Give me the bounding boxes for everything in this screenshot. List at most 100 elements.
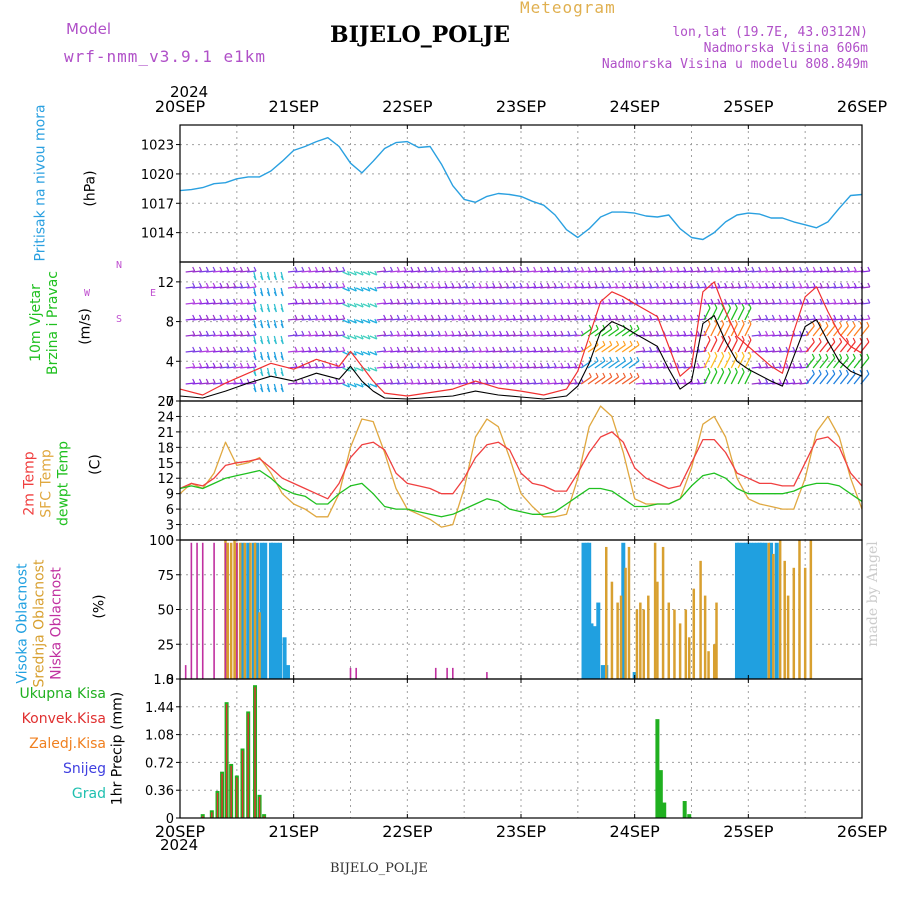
grid-layer: [180, 125, 862, 818]
wind-barb: [806, 318, 816, 321]
wind-barb: [587, 318, 598, 321]
wind-barb-flag: [478, 346, 482, 352]
wind-barb-flag: [492, 362, 496, 368]
wind-barb-flag: [458, 362, 462, 368]
wind-barb-flag: [451, 362, 455, 368]
wind-barb-flag: [308, 298, 312, 304]
wind-barb: [362, 287, 371, 292]
wind-barb-flag: [437, 362, 441, 368]
wind-barb-flag: [595, 356, 599, 362]
wind-barb-flag: [539, 282, 544, 288]
wind-barb-flag: [485, 346, 489, 352]
wind-barb-flag: [819, 314, 823, 320]
wind-barb: [185, 350, 195, 353]
wind-barb-flag: [492, 346, 496, 352]
wind-barb: [246, 366, 257, 369]
wind-barb: [805, 357, 815, 369]
wind-barb: [390, 382, 400, 385]
wind-barb: [519, 286, 529, 289]
precip-total-bar: [682, 801, 687, 818]
wind-barb: [417, 350, 427, 353]
wind-barb-flag: [818, 337, 822, 343]
wind-barb: [335, 270, 345, 273]
cloud-high-bar: [734, 542, 739, 679]
wind-barb-flag: [192, 346, 196, 352]
wind-barb-flag: [353, 382, 357, 388]
watermark: made by Angel: [864, 541, 881, 647]
wind-barb-flag: [512, 314, 516, 320]
wind-barb: [580, 328, 592, 337]
wind-barb-flag: [751, 266, 755, 272]
temp-ylabel: 2m Temp SFC Temp dewpt Temp: [22, 429, 73, 539]
wind-barb-flag: [539, 314, 544, 320]
wind-barb-flag: [602, 356, 606, 362]
wind-barb: [185, 382, 195, 385]
wind-barb-flag: [273, 307, 277, 313]
wind-barb: [635, 382, 645, 385]
wind-barb: [199, 270, 209, 273]
wind-barb: [601, 286, 611, 289]
wind-barb-flag: [403, 298, 407, 304]
wind-barb-flag: [328, 298, 332, 304]
cloud-mid-bar: [656, 581, 659, 679]
wind-barb: [417, 270, 427, 273]
wind-barb-flag: [526, 298, 530, 304]
wind-barb: [233, 286, 243, 289]
wind-barb-flag: [396, 314, 400, 320]
wind-barb-flag: [437, 298, 441, 304]
wind-barb-flag: [239, 330, 243, 336]
wind-barb: [533, 286, 543, 289]
wind-barb-flag: [867, 314, 871, 320]
wind-barb-flag: [553, 346, 557, 352]
wind-barb-flag: [539, 362, 544, 368]
wind-barb-flag: [785, 282, 789, 288]
wind-barb-flag: [205, 266, 209, 272]
compass-s: S: [116, 314, 123, 325]
wind-barb-flag: [485, 378, 489, 384]
wind-barb: [717, 270, 727, 273]
wind-barb: [819, 318, 830, 321]
wind-barb: [233, 270, 243, 273]
wind-barb-flag: [642, 314, 646, 320]
wind-barb-flag: [662, 346, 666, 352]
wind-barb-flag: [642, 346, 646, 352]
wind-barb: [819, 373, 829, 385]
wind-barb-flag: [444, 314, 448, 320]
wind-barb: [219, 366, 229, 369]
wind-barb-flag: [707, 335, 711, 341]
wind-barb: [635, 366, 645, 369]
wind-barb: [758, 366, 768, 369]
wind-barb: [233, 318, 243, 321]
wind-barb-flag: [519, 266, 523, 272]
wind-barb-flag: [342, 282, 346, 288]
wind-barb: [758, 318, 768, 321]
wind-barb-flag: [615, 356, 620, 362]
wind-barb: [649, 382, 659, 385]
wind-barb: [751, 350, 761, 353]
y-tick-label: 100: [149, 534, 174, 549]
wind-barb-flag: [628, 314, 632, 320]
wind-barb-flag: [594, 298, 598, 304]
y-tick-label: 8: [166, 316, 174, 331]
wind-barb-flag: [335, 346, 339, 352]
cloud-high-bar: [587, 542, 592, 679]
wind-barb: [826, 357, 836, 369]
wind-barb-flag: [478, 330, 482, 336]
wind-barb-flag: [724, 266, 728, 272]
wind-barb-flag: [353, 302, 357, 308]
wind-barb-flag: [444, 282, 448, 288]
wind-barb-flag: [389, 362, 394, 368]
wind-barb-flag: [430, 266, 434, 272]
wind-barb: [212, 334, 223, 337]
wind-barb-flag: [519, 378, 523, 384]
wind-barb-flag: [676, 282, 680, 288]
wind-barb: [628, 360, 640, 369]
wind-barb-flag: [567, 346, 571, 352]
wind-barb: [608, 286, 618, 289]
wind-barb: [519, 382, 529, 385]
wind-barb-flag: [239, 362, 243, 368]
wind-barb: [342, 287, 350, 292]
wind-barb-flag: [478, 314, 482, 320]
wind-barb: [206, 382, 216, 385]
wind-barb-flag: [819, 298, 823, 304]
